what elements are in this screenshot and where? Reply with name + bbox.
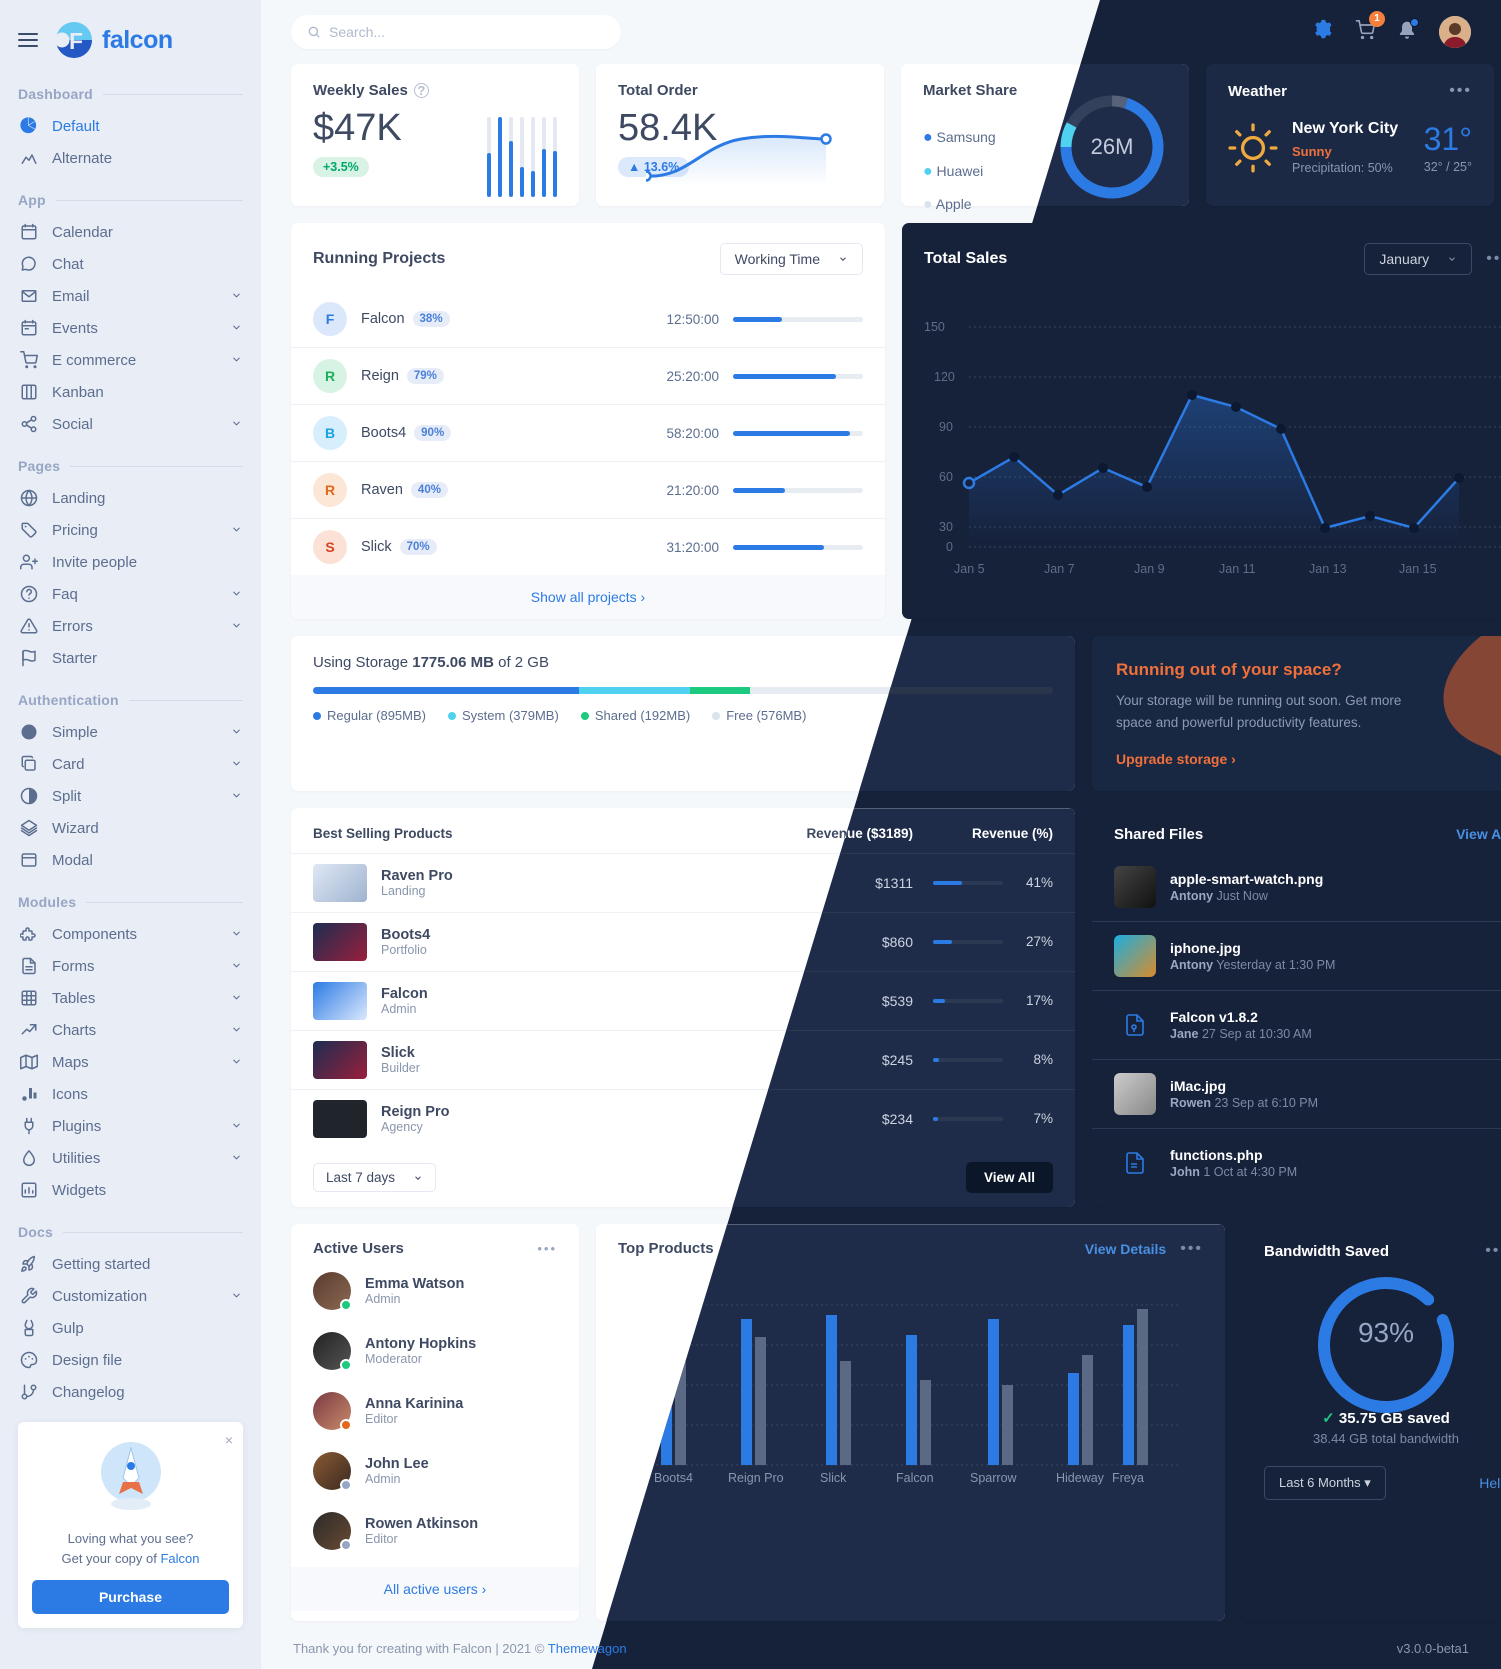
svg-text:150: 150	[924, 320, 945, 334]
svg-text:Jan 11: Jan 11	[1219, 562, 1256, 576]
svg-text:Jan 13: Jan 13	[1309, 562, 1347, 576]
svg-text:120: 120	[934, 370, 955, 384]
svg-text:90: 90	[939, 420, 953, 434]
svg-text:0: 0	[946, 540, 953, 554]
svg-text:30: 30	[939, 520, 953, 534]
svg-text:Jan 5: Jan 5	[954, 562, 985, 576]
svg-text:Jan 15: Jan 15	[1399, 562, 1437, 576]
svg-text:Jan 9: Jan 9	[1134, 562, 1165, 576]
svg-text:60: 60	[939, 470, 953, 484]
svg-text:Jan 7: Jan 7	[1044, 562, 1075, 576]
